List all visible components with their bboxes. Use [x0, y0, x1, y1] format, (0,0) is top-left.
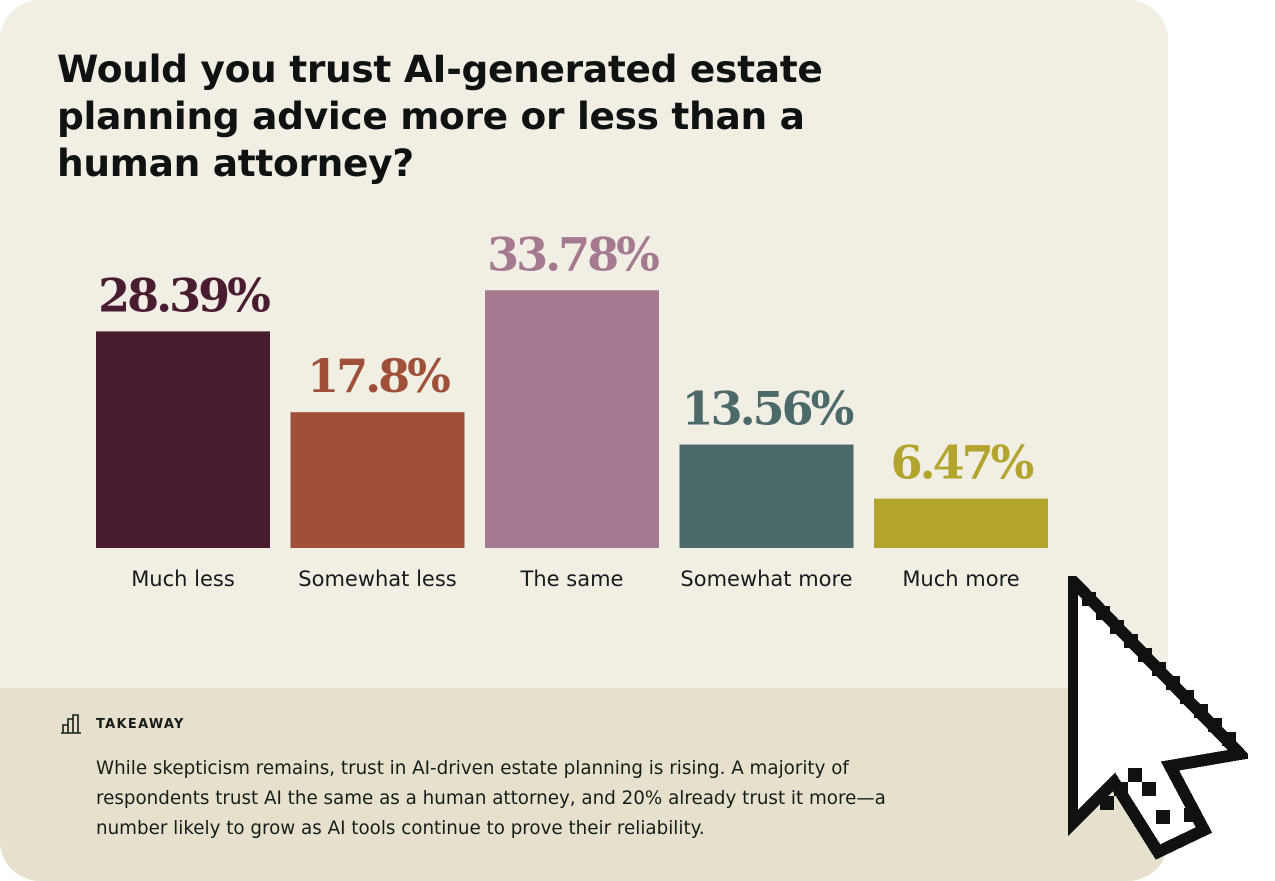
takeaway-panel [0, 688, 1168, 881]
bar-chart-icon [61, 714, 81, 734]
category-label: Much less [131, 567, 235, 591]
category-label: Much more [902, 567, 1020, 591]
category-label: The same [520, 567, 624, 591]
bar-much-less [96, 331, 270, 548]
survey-card: Would you trust AI-generated estate plan… [0, 0, 1168, 881]
value-label: 33.78% [487, 227, 659, 281]
takeaway-heading: TAKEAWAY [96, 717, 185, 732]
value-label: 28.39% [98, 268, 270, 322]
takeaway-text: While skepticism remains, trust in AI-dr… [96, 758, 886, 839]
bar-the-same [485, 290, 659, 548]
category-label: Somewhat less [298, 567, 457, 591]
pixel-arrow-cursor-icon [1068, 576, 1248, 860]
value-label: 6.47% [891, 436, 1034, 490]
value-label: 13.56% [682, 382, 854, 436]
bar-chart: 28.39% 17.8% 33.78% 13.56% 6.47% [96, 227, 1048, 548]
category-label: Somewhat more [680, 567, 853, 591]
bar-somewhat-more [679, 444, 854, 548]
chart-title: Would you trust AI-generated estate plan… [57, 47, 823, 185]
bar-much-more [874, 498, 1048, 548]
value-label: 17.8% [307, 349, 450, 403]
bar-somewhat-less [290, 412, 465, 548]
